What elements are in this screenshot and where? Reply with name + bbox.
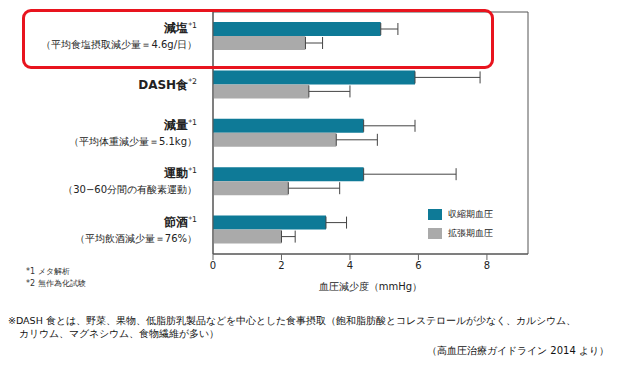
html-text:（高血圧治療ガイドライン 2014 より）: （高血圧治療ガイドライン 2014 より） bbox=[427, 345, 609, 356]
svg-text:運動*1: 運動*1 bbox=[163, 166, 197, 180]
svg-text:8: 8 bbox=[484, 260, 490, 271]
html-text:拡張期血圧: 拡張期血圧 bbox=[448, 228, 493, 238]
svg-text:0: 0 bbox=[210, 260, 216, 271]
svg-text:（平均飲酒減少量＝76%）: （平均飲酒減少量＝76%） bbox=[75, 233, 197, 244]
html-text:*1 メタ解析: *1 メタ解析 bbox=[26, 267, 70, 276]
svg-text:節酒*1: 節酒*1 bbox=[163, 215, 197, 229]
svg-text:（平均食塩摂取減少量＝4.6g/日）: （平均食塩摂取減少量＝4.6g/日） bbox=[41, 39, 197, 50]
html-text:※DASH 食とは、野菜、果物、低脂肪乳製品などを中心とした: ※DASH 食とは、野菜、果物、低脂肪乳製品などを中心とした食事摂取（飽和脂肪酸… bbox=[8, 315, 576, 326]
svg-text:2: 2 bbox=[278, 260, 284, 271]
svg-text:減塩*1: 減塩*1 bbox=[163, 21, 197, 35]
svg-text:DASH食*2: DASH食*2 bbox=[138, 77, 197, 91]
html-text:*2 無作為化試験: *2 無作為化試験 bbox=[26, 279, 86, 288]
svg-text:減量*1: 減量*1 bbox=[163, 118, 197, 132]
svg-text:4: 4 bbox=[347, 260, 353, 271]
svg-text:（平均体重減少量＝5.1kg）: （平均体重減少量＝5.1kg） bbox=[69, 136, 197, 147]
html-text:収縮期血圧: 収縮期血圧 bbox=[448, 209, 493, 219]
svg-text:6: 6 bbox=[415, 260, 421, 271]
html-text:カリウム、マグネシウム、食物繊維が多い）: カリウム、マグネシウム、食物繊維が多い） bbox=[19, 328, 219, 339]
svg-text:（30−60分間の有酸素運動）: （30−60分間の有酸素運動） bbox=[63, 184, 197, 195]
svg-text:血圧減少度（mmHg）: 血圧減少度（mmHg） bbox=[319, 281, 422, 292]
